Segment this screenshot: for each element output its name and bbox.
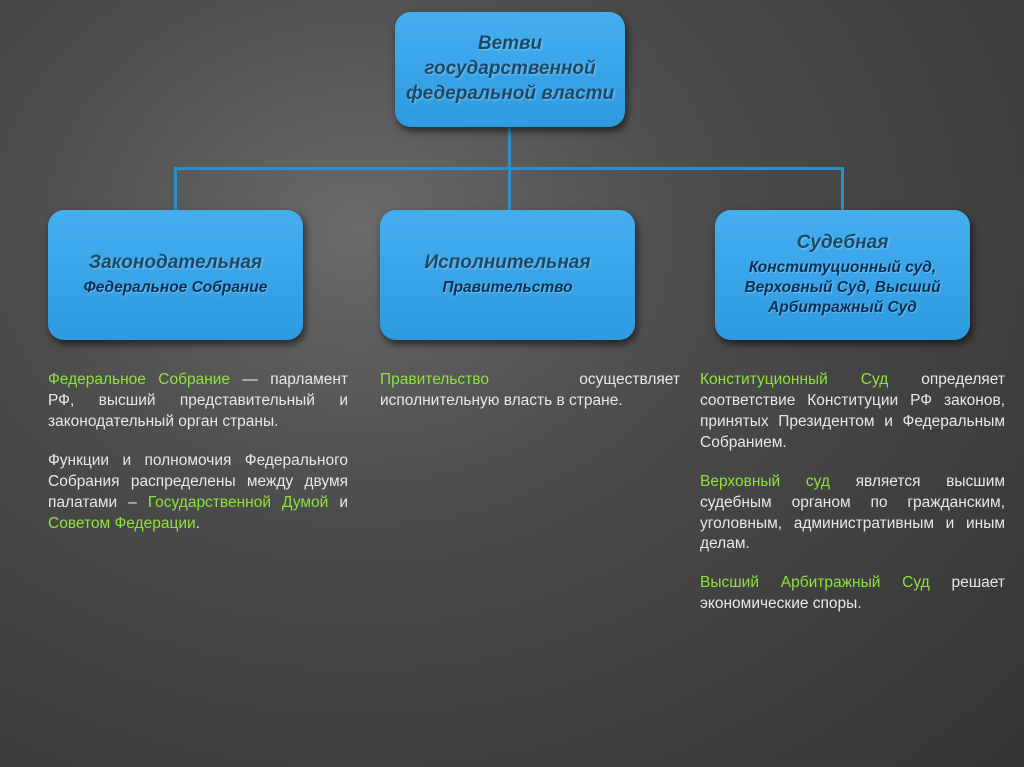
conn-root-v [508,127,511,167]
c2-p0-hl: Конституционный Суд [700,371,888,388]
c2-p2: Высший Арбитражный Суд решает экономичес… [700,573,1005,615]
branch-1-title: Исполнительная [424,252,590,274]
conn-drop-2 [841,167,844,210]
c0-p0-hl: Федеральное Собрание [48,371,230,388]
c0-p1-hl1: Государственной Думой [148,494,329,511]
branch-2-title: Судебная [797,232,889,254]
conn-drop-0 [174,167,177,210]
c0-p1-mid: и [328,494,348,511]
conn-drop-1 [508,167,511,210]
c1-p0: Правительство осуществляет исполнительну… [380,370,680,412]
c2-p0: Конституционный Суд определяет соответст… [700,370,1005,454]
col-executive: Правительство осуществляет исполнительну… [380,370,680,430]
c0-p1-end: . [196,515,200,532]
c0-p1-hl2: Советом Федерации [48,515,196,532]
c1-p0-hl: Правительство [380,371,489,388]
col-judicial: Конституционный Суд определяет соответст… [700,370,1005,633]
branch-executive: Исполнительная Правительство [380,210,635,340]
branch-judicial: Судебная Конституционный суд, Верховный … [715,210,970,340]
root-text: Ветви государственной федеральной власти [405,32,615,106]
c0-p0: Федеральное Собрание — парламент РФ, выс… [48,370,348,433]
c2-p1-hl: Верховный суд [700,473,830,490]
root-node: Ветви государственной федеральной власти [395,12,625,127]
branch-legislative: Законодательная Федеральное Собрание [48,210,303,340]
branch-0-title: Законодательная [89,252,262,274]
c0-p1: Функции и полномочия Федерального Собран… [48,451,348,535]
branch-1-sub: Правительство [442,278,572,298]
branch-0-sub: Федеральное Собрание [84,278,268,298]
col-legislative: Федеральное Собрание — парламент РФ, выс… [48,370,348,552]
c2-p1: Верховный суд является высшим судебным о… [700,472,1005,556]
branch-2-sub: Конституционный суд, Верховный Суд, Высш… [727,258,958,318]
c2-p2-hl: Высший Арбитражный Суд [700,574,930,591]
